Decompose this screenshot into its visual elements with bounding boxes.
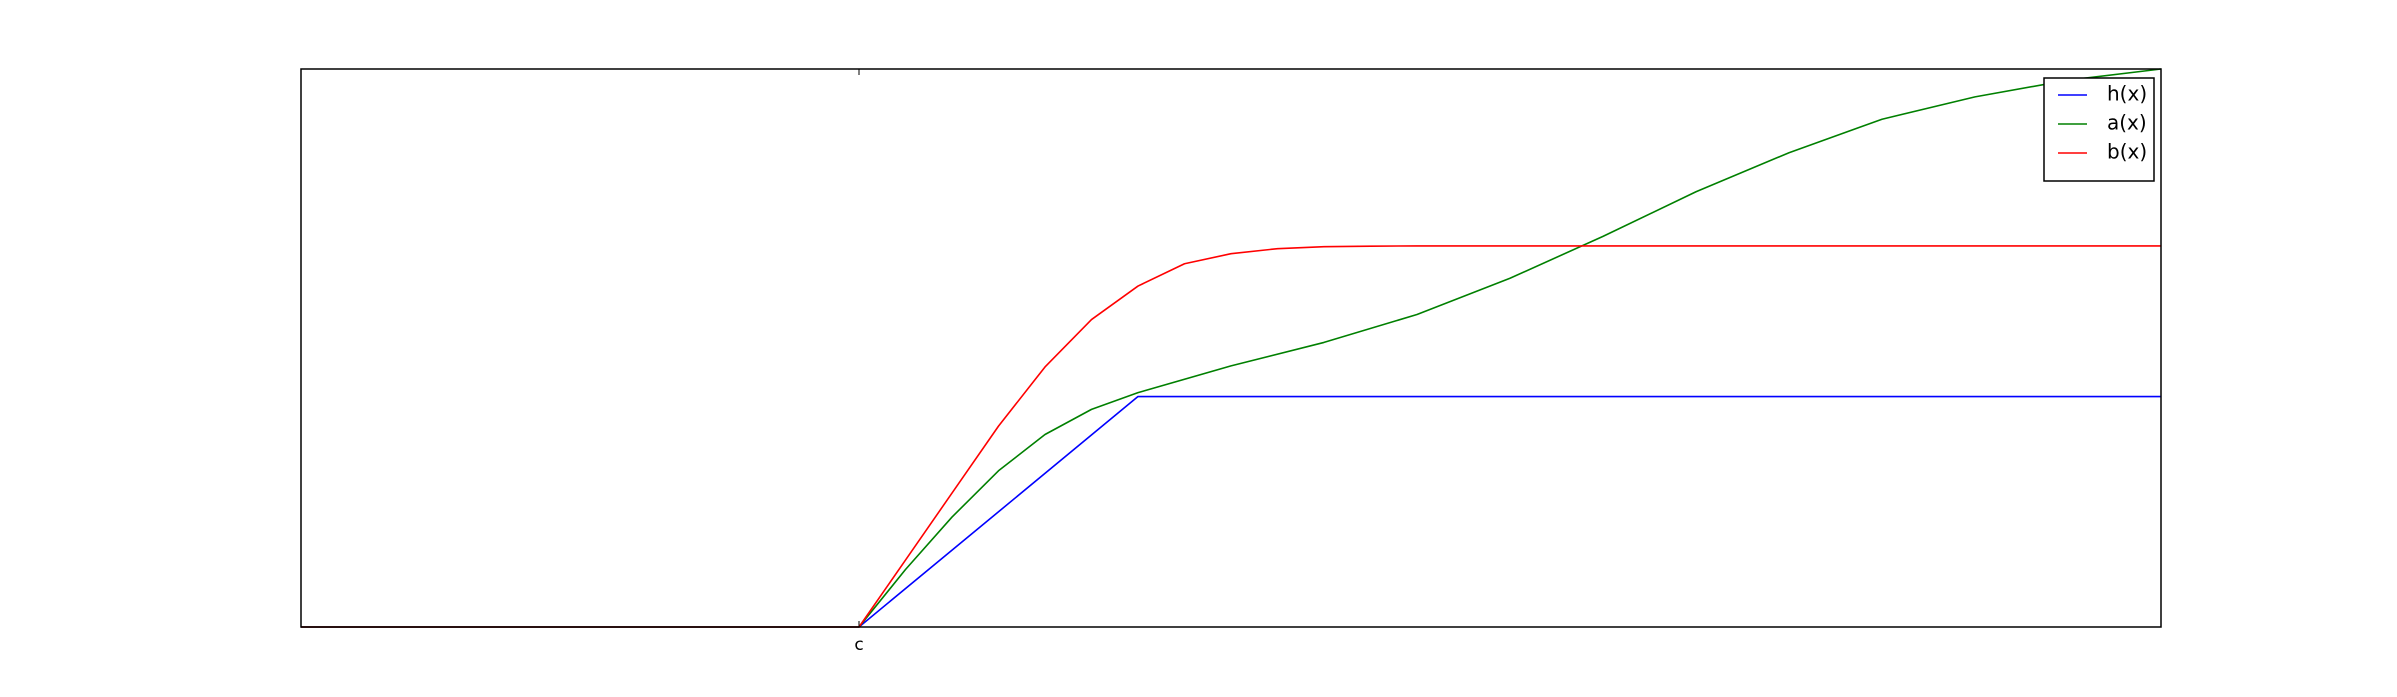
series-line-3 — [301, 245, 2161, 628]
plot-area — [301, 69, 2161, 627]
x-tick-label: c — [854, 635, 863, 655]
series-line-2 — [301, 68, 2162, 628]
legend: h(x) a(x) b(x) — [2043, 77, 2155, 182]
plot-frame — [300, 68, 2162, 628]
legend-label-3: b(x) — [2107, 140, 2147, 164]
legend-label-2: a(x) — [2107, 111, 2147, 135]
legend-label-1: h(x) — [2107, 82, 2147, 106]
tick-layer: c — [854, 69, 864, 655]
